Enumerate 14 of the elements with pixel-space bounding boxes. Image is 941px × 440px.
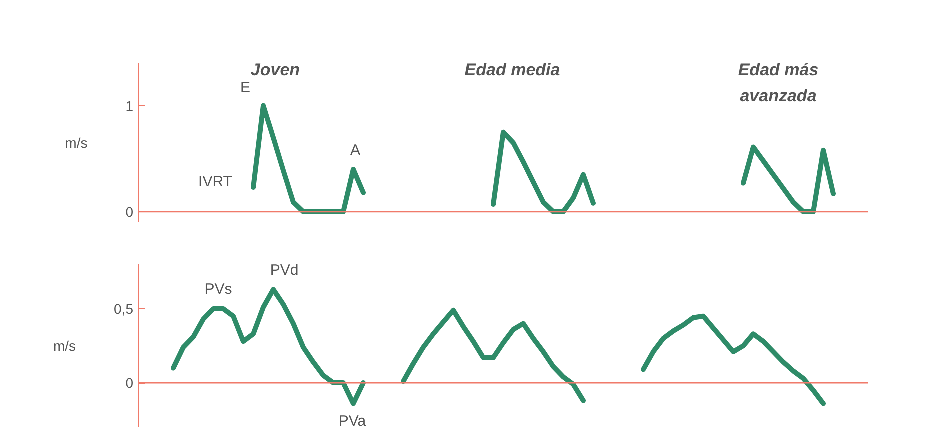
annotation: PVd (270, 262, 299, 279)
annotation: Joven (250, 60, 300, 80)
y-axis-title: m/s (65, 135, 88, 151)
annotation: Edad media (464, 60, 560, 80)
y-tick-label: 0 (126, 204, 134, 220)
y-tick-label: 1 (126, 98, 134, 114)
y-tick-label: 0,5 (114, 300, 134, 317)
annotation: E (240, 79, 251, 96)
y-axis-title: m/s (53, 338, 76, 354)
annotation: PVs (204, 281, 232, 298)
annotation: IVRT (198, 174, 232, 191)
annotation: A (350, 142, 361, 159)
y-tick-label: 0 (126, 375, 134, 392)
annotation: PVa (338, 413, 367, 430)
